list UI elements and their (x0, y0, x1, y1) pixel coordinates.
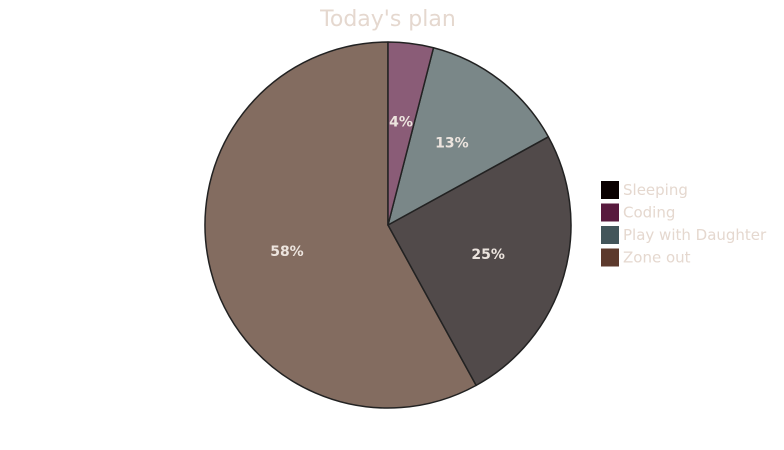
slice-label: 25% (471, 247, 505, 263)
legend-label: Sleeping (623, 181, 688, 199)
pie-slice (204, 41, 477, 409)
legend-label: Play with Daughter (623, 226, 767, 244)
legend: Sleeping Coding Play with Daughter Zone out (601, 181, 767, 267)
slice-labels: 58% 25% 13% 4% (270, 115, 505, 264)
pie-slices (204, 41, 572, 409)
legend-label: Zone out (623, 249, 691, 267)
slice-label: 4% (389, 115, 413, 131)
legend-swatch (601, 248, 619, 267)
legend-label: Coding (623, 204, 675, 222)
legend-swatch (601, 203, 619, 222)
pie-slice (387, 41, 435, 226)
legend-swatch (601, 226, 619, 244)
legend-swatch (601, 181, 619, 199)
slice-label: 13% (435, 136, 469, 152)
chart-title: Today's plan (319, 7, 456, 32)
pie-slice (387, 136, 572, 387)
slice-label: 58% (270, 244, 304, 260)
pie-slice (387, 46, 550, 226)
